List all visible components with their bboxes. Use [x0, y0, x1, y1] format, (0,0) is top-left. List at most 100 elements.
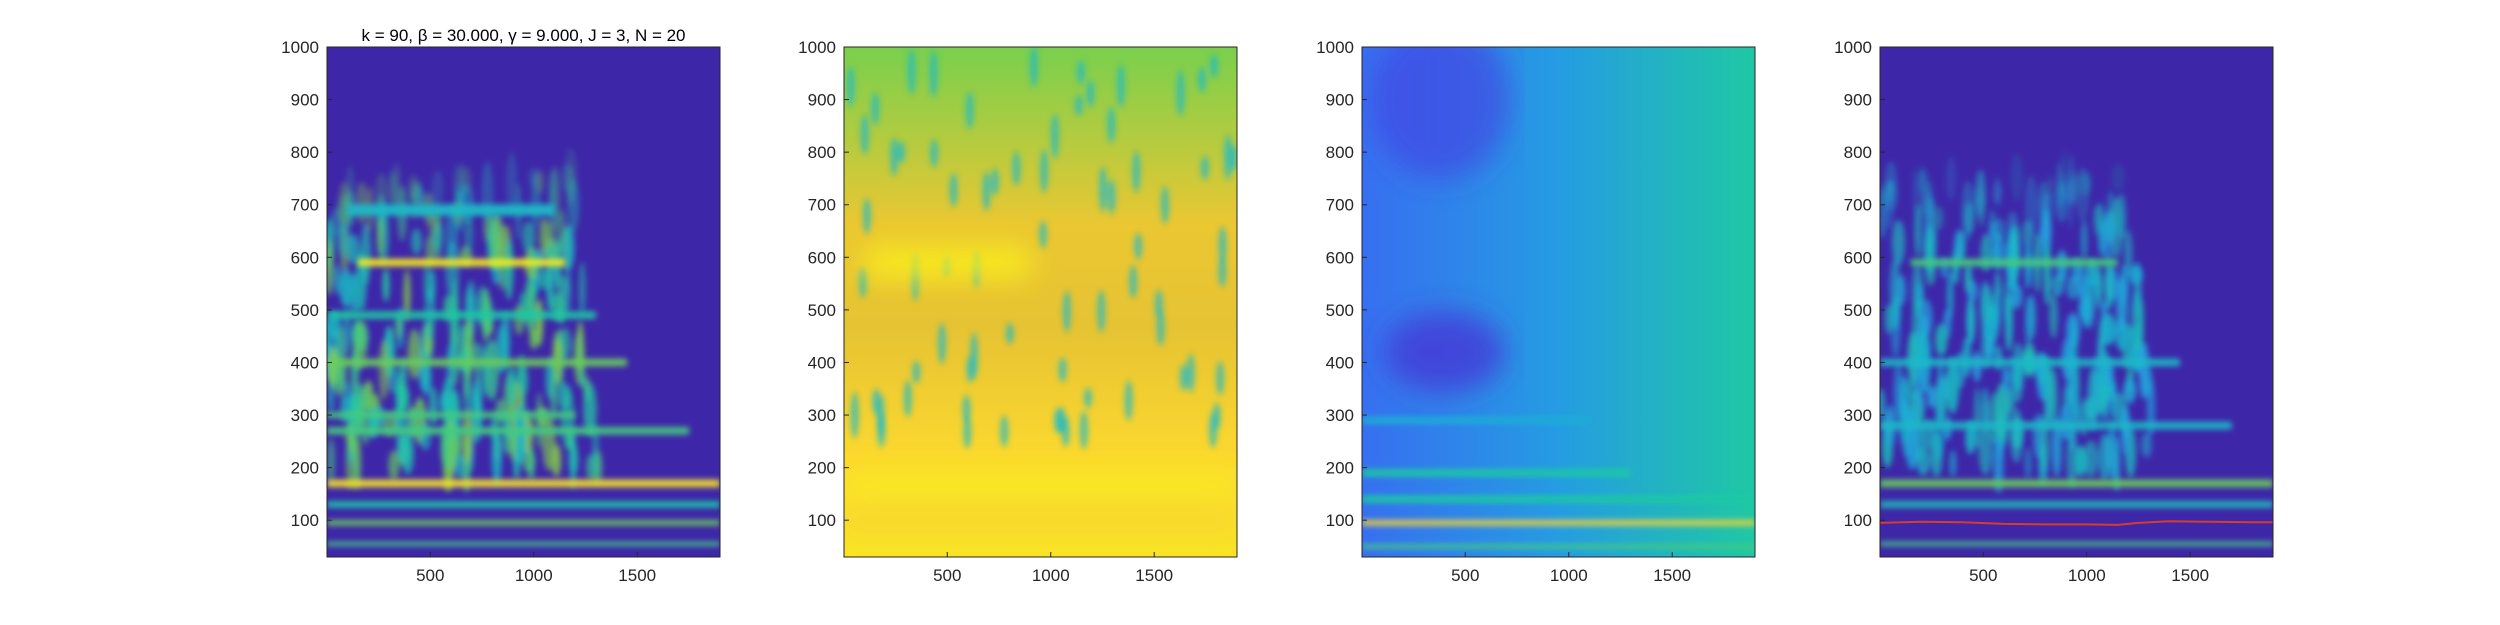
heatmap-speckle [1040, 149, 1049, 193]
y-tick-label: 100 [1844, 511, 1872, 530]
heatmap-speckle [2084, 276, 2097, 329]
heatmap-speckle [990, 168, 999, 196]
heatmap-speckle [388, 450, 400, 481]
heatmap-speckle [583, 382, 597, 437]
heatmap-band [327, 479, 720, 488]
heatmap-band [844, 512, 1237, 529]
heatmap-band [864, 246, 1031, 279]
spectrogram-1: 100 200 300 400 500 600 700 800 900 1000 500 1000 15… [281, 26, 721, 585]
x-tick-label: 1000 [2068, 566, 2106, 585]
heatmap-speckle [327, 438, 336, 484]
heatmap-band [844, 476, 1237, 491]
heatmap-band [1880, 421, 2232, 430]
y-tick-label: 800 [1326, 143, 1354, 162]
heatmap-speckle [1978, 426, 1993, 476]
y-tick-label: 1000 [798, 38, 836, 57]
y-tick-label: 600 [808, 248, 836, 267]
heatmap-speckle [1076, 60, 1085, 85]
heatmap-speckle [382, 268, 390, 302]
y-tick-label: 1000 [1834, 38, 1872, 57]
heatmap-speckle [2009, 407, 2023, 463]
heatmap-speckle [2059, 403, 2072, 440]
heatmap-speckle [1000, 415, 1009, 448]
y-tick-label: 500 [1326, 301, 1354, 320]
heatmap-band [327, 501, 720, 508]
x-tick-label: 1500 [618, 566, 656, 585]
heatmap-band [1362, 416, 1590, 424]
heatmap-speckle [343, 307, 351, 354]
heatmap-speckle [1124, 380, 1133, 421]
heatmap-speckle [850, 391, 859, 439]
heatmap-speckle [1937, 358, 1944, 421]
ridge-line [1880, 520, 2273, 526]
heatmap-speckle [524, 275, 536, 330]
y-tick-label: 600 [291, 248, 319, 267]
heatmap-speckle [353, 435, 361, 490]
heatmap-band [1880, 358, 2180, 367]
heatmap-speckle [2120, 408, 2130, 456]
heatmap-speckle [2052, 273, 2064, 297]
heatmap-blob [1384, 311, 1505, 392]
heatmap-speckle [336, 221, 351, 257]
heatmap-speckle [871, 92, 880, 126]
heatmap-speckle [1134, 233, 1143, 260]
axes-frame [1879, 46, 2274, 558]
heatmap-speckle [504, 237, 514, 301]
spectrogram-4: 100 200 300 400 500 600 700 800 900 1000 500 1000 15… [1834, 38, 2274, 585]
y-tick-label: 800 [291, 143, 319, 162]
heatmap-speckle [1107, 106, 1116, 144]
heatmap-speckle [2059, 172, 2066, 206]
heatmap-speckle [2049, 293, 2058, 339]
heatmap-speckle [2098, 433, 2112, 482]
heatmap-speckle [1079, 410, 1088, 450]
y-tick-label: 400 [808, 353, 836, 372]
heatmap-speckle [1907, 330, 1919, 386]
heatmap-speckle [1097, 289, 1106, 333]
heatmap-speckle [1116, 64, 1125, 108]
heatmap-speckle [876, 394, 885, 436]
heatmap-speckle [505, 152, 518, 214]
heatmap-speckle [522, 221, 536, 254]
heatmap-speckle [2066, 431, 2078, 488]
heatmap-speckle [2113, 436, 2120, 492]
heatmap-speckle [1880, 388, 1886, 419]
heatmap-speckle [563, 224, 575, 271]
heatmap-background [844, 47, 1237, 557]
heatmap-speckle [2010, 153, 2024, 202]
chart-title: k = 90, β = 30.000, γ = 9.000, J = 3, N … [361, 26, 685, 45]
heatmap-speckle [491, 429, 502, 485]
heatmap-speckle [2051, 417, 2062, 478]
heatmap-speckle [340, 394, 348, 423]
y-tick-label: 900 [1326, 91, 1354, 110]
spectrogram-2: 100 200 300 400 500 600 700 800 900 1000 500 1000 15… [798, 38, 1238, 585]
heatmap-speckle [464, 213, 474, 254]
heatmap-speckle [1954, 352, 1966, 389]
y-tick-label: 400 [1326, 353, 1354, 372]
heatmap-speckle [592, 423, 599, 476]
heatmap-speckle [500, 311, 511, 370]
heatmap-speckle [495, 398, 506, 423]
heatmap-speckle [333, 360, 346, 397]
y-tick-label: 300 [808, 406, 836, 425]
heatmap-speckle [578, 262, 586, 316]
heatmap-speckle [1197, 66, 1206, 93]
heatmap-speckle [1086, 79, 1095, 107]
heatmap-speckle [1186, 353, 1195, 393]
heatmap-speckle [2074, 445, 2088, 477]
heatmap-speckle [2083, 171, 2092, 194]
heatmap-speckle [1176, 69, 1185, 117]
y-tick-label: 900 [1844, 91, 1872, 110]
heatmap-speckle [1966, 295, 1974, 347]
heatmap-speckle [1098, 166, 1107, 213]
heatmap-speckle [929, 50, 938, 98]
heatmap-speckle [2087, 367, 2100, 431]
heatmap-speckle [912, 360, 921, 384]
heatmap-band [357, 258, 565, 267]
heatmap-speckle [472, 342, 483, 374]
heatmap-speckle [2002, 365, 2011, 393]
heatmap-speckle [2011, 342, 2025, 403]
heatmap-speckle [354, 318, 368, 370]
x-tick-label: 500 [1969, 566, 1997, 585]
heatmap-band [327, 427, 689, 435]
heatmap-speckle [1889, 258, 1901, 317]
